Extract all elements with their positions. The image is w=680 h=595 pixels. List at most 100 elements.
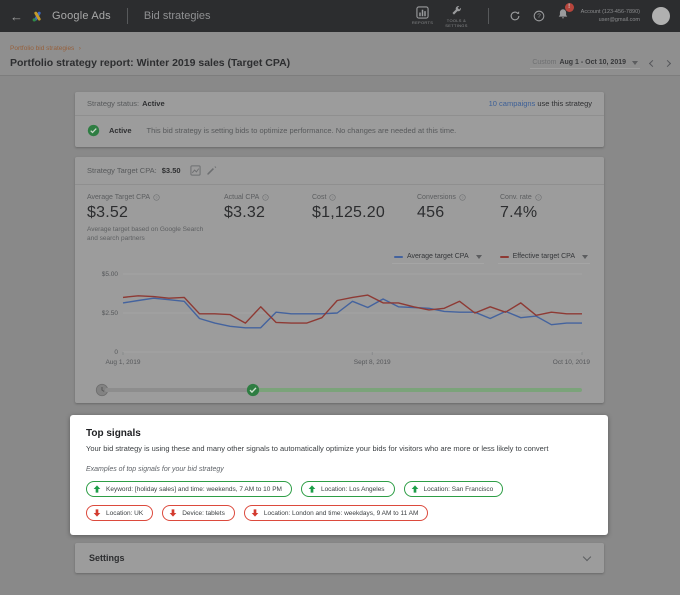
svg-text:Aug 1, 2019: Aug 1, 2019: [105, 359, 140, 366]
legend-average-target-cpa[interactable]: Average target CPA: [392, 253, 484, 264]
legend-effective-target-cpa[interactable]: Effective target CPA: [498, 253, 590, 264]
signal-pill-negative: Device: tablets: [162, 505, 235, 521]
top-signals-description: Your bid strategy is using these and man…: [86, 444, 592, 453]
svg-text:Sept 8, 2019: Sept 8, 2019: [354, 359, 391, 366]
chart-icon[interactable]: [190, 165, 201, 176]
help-circle-icon[interactable]: ?: [459, 194, 466, 201]
date-next-button[interactable]: [664, 60, 671, 67]
campaigns-suffix: use this strategy: [535, 99, 592, 108]
chart-area: $5.00 $2.50 0 Aug 1, 2019 Sept 8, 2019 Oct 10…: [75, 266, 604, 375]
google-ads-logo-icon[interactable]: [31, 10, 44, 23]
metric-cost: Cost ? $1,125.20: [312, 194, 417, 243]
tools-settings-button[interactable]: TOOLS & SETTINGS: [445, 4, 467, 28]
legend-label: Effective target CPA: [513, 253, 575, 260]
metrics-row: Average Target CPA ? $3.52 Average targe…: [75, 185, 604, 247]
signal-label: Location: UK: [106, 510, 143, 517]
timeline-check-marker[interactable]: [246, 383, 260, 397]
date-range-value: Aug 1 - Oct 10, 2019: [559, 59, 626, 66]
signal-label: Location: Los Angeles: [321, 486, 385, 493]
chevron-down-icon: [583, 552, 591, 560]
metric-actual-cpa: Actual CPA ? $3.32: [224, 194, 312, 243]
help-circle-icon[interactable]: ?: [535, 194, 542, 201]
chevron-down-icon: [582, 255, 588, 259]
svg-text:?: ?: [461, 196, 463, 200]
page-title: Portfolio strategy report: Winter 2019 s…: [10, 57, 290, 69]
avatar[interactable]: [652, 7, 670, 25]
target-cpa-label: Strategy Target CPA:: [87, 166, 157, 175]
settings-title: Settings: [89, 553, 125, 563]
settings-section[interactable]: Settings: [75, 543, 604, 573]
back-button[interactable]: ←: [10, 9, 23, 24]
breadcrumb-caret: ›: [79, 45, 81, 52]
reports-label: REPORTS: [412, 20, 433, 25]
timeline-track-learning[interactable]: [105, 388, 253, 392]
help-circle-icon[interactable]: ?: [153, 194, 160, 201]
arrow-up-icon: [93, 485, 101, 493]
arrow-up-icon: [308, 485, 316, 493]
tools-settings-label: TOOLS & SETTINGS: [445, 18, 467, 28]
metric-label: Average Target CPA: [87, 194, 150, 201]
top-app-bar: ← Google Ads Bid strategies REPORTS TOOL…: [0, 0, 680, 32]
positive-signals-row: Keyword: [holiday sales] and time: weeke…: [86, 481, 592, 497]
help-icon[interactable]: ?: [533, 10, 545, 22]
svg-text:?: ?: [265, 196, 267, 200]
metric-value: $3.52: [87, 204, 214, 222]
metric-conv-rate: Conv. rate ? 7.4%: [500, 194, 592, 243]
reports-icon: [416, 6, 429, 19]
status-state-description: This bid strategy is setting bids to opt…: [147, 126, 457, 135]
target-cpa-card: Strategy Target CPA: $3.50 Average Targe…: [75, 157, 604, 403]
arrow-down-icon: [93, 509, 101, 517]
svg-text:Oct 10, 2019: Oct 10, 2019: [553, 359, 591, 366]
wrench-icon: [450, 4, 463, 17]
status-state-title: Active: [109, 126, 132, 135]
notification-badge: !: [565, 3, 574, 12]
strategy-status-card: Strategy status: Active 10 campaigns use…: [75, 92, 604, 147]
section-title: Bid strategies: [144, 10, 211, 22]
chevron-down-icon: [476, 255, 482, 259]
account-info[interactable]: Account (123-456-7890) user@gmail.com: [581, 8, 640, 25]
chart-legend: Average target CPA Effective target CPA: [75, 247, 604, 266]
signal-pill-positive: Keyword: [holiday sales] and time: weeke…: [86, 481, 292, 497]
signal-label: Keyword: [holiday sales] and time: weeke…: [106, 486, 282, 493]
strategy-status-value: Active: [142, 99, 165, 108]
metric-label: Cost: [312, 194, 326, 201]
breadcrumb[interactable]: Portfolio bid strategies: [10, 45, 74, 52]
metric-value: $3.32: [224, 204, 302, 222]
status-timeline-slider[interactable]: [95, 377, 584, 403]
top-signals-examples-label: Examples of top signals for your bid str…: [86, 466, 592, 473]
notifications-button[interactable]: !: [557, 7, 569, 25]
metric-value: 456: [417, 204, 490, 222]
main-content: Strategy status: Active 10 campaigns use…: [0, 76, 680, 573]
account-email: user@gmail.com: [581, 16, 640, 24]
date-prev-button[interactable]: [649, 60, 656, 67]
legend-swatch-blue: [394, 256, 403, 258]
chevron-down-icon: [632, 61, 638, 65]
reports-button[interactable]: REPORTS: [412, 6, 433, 25]
signal-label: Device: tablets: [182, 510, 225, 517]
product-name: Google Ads: [52, 10, 111, 22]
metric-label: Conv. rate: [500, 194, 532, 201]
arrow-down-icon: [251, 509, 259, 517]
strategy-status-label: Strategy status:: [87, 99, 139, 108]
arrow-up-icon: [411, 485, 419, 493]
metric-label: Conversions: [417, 194, 456, 201]
legend-label: Average target CPA: [407, 253, 469, 260]
svg-text:0: 0: [114, 349, 118, 356]
svg-text:$5.00: $5.00: [102, 271, 119, 278]
edit-icon[interactable]: [206, 165, 217, 176]
svg-text:$2.50: $2.50: [102, 310, 119, 317]
campaigns-link[interactable]: 10 campaigns: [489, 99, 536, 108]
help-circle-icon[interactable]: ?: [262, 194, 269, 201]
date-range-type: Custom: [532, 59, 556, 66]
timeline-track-active[interactable]: [253, 388, 582, 392]
refresh-icon[interactable]: [509, 10, 521, 22]
signal-pill-negative: Location: UK: [86, 505, 153, 521]
date-range-selector[interactable]: Custom Aug 1 - Oct 10, 2019: [530, 58, 640, 69]
svg-text:?: ?: [332, 196, 334, 200]
help-circle-icon[interactable]: ?: [329, 194, 336, 201]
metric-note: Average target based on Google Search an…: [87, 225, 207, 243]
svg-text:?: ?: [537, 196, 539, 200]
signal-pill-positive: Location: San Francisco: [404, 481, 504, 497]
negative-signals-row: Location: UK Device: tablets Location: L…: [86, 505, 592, 521]
svg-text:?: ?: [537, 13, 541, 20]
